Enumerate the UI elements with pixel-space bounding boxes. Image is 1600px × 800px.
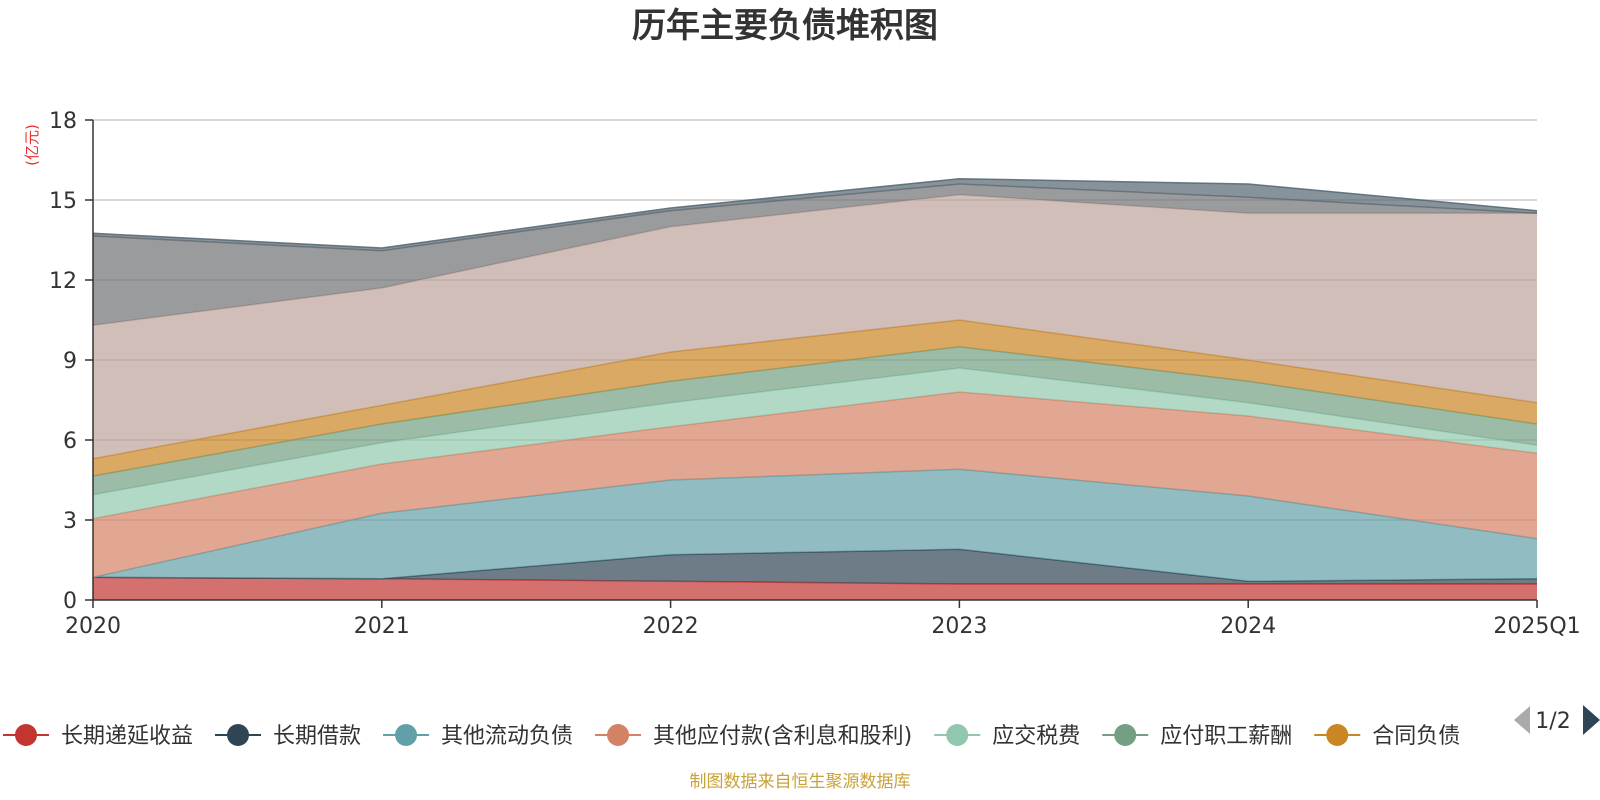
y-axis-unit: (亿元) (23, 124, 41, 166)
area-series-2 (93, 469, 1537, 582)
area-series-1 (93, 549, 1537, 584)
x-tick-label: 2023 (931, 614, 987, 639)
legend-item[interactable]: 其他流动负债 (383, 724, 573, 749)
y-tick-label: 15 (49, 189, 77, 214)
line-series-9 (92, 177, 1538, 249)
legend-marker (227, 724, 250, 746)
area-series-4 (93, 368, 1537, 519)
legend-label: 其他流动负债 (441, 724, 573, 749)
x-tick-label: 2020 (65, 614, 121, 639)
legend-marker (1326, 724, 1349, 746)
legend-marker (15, 724, 37, 746)
y-tick-label: 3 (63, 509, 77, 534)
x-tick-label: 2024 (1220, 614, 1276, 639)
legend-pager: 1/2 (1514, 705, 1600, 735)
y-tick-label: 6 (63, 429, 77, 454)
y-tick-label: 18 (49, 109, 77, 134)
x-tick-label: 2025Q1 (1493, 614, 1580, 639)
legend-marker (607, 724, 630, 746)
area-series-5 (93, 346, 1537, 495)
area-series-0 (93, 577, 1537, 600)
pager-prev-icon[interactable] (1514, 706, 1530, 734)
y-tick-label: 12 (49, 269, 77, 294)
legend-label: 长期递延收益 (61, 724, 193, 749)
legend-marker (946, 724, 969, 746)
legend-item[interactable]: 应交税费 (934, 724, 1080, 749)
area-series-6 (93, 320, 1537, 476)
axes: 2020 2021 2022 2023 2024 2025Q1 (65, 119, 1581, 639)
area-series-7 (93, 194, 1537, 459)
legend-page-indicator: 1/2 (1535, 709, 1570, 734)
legend-item[interactable]: 长期递延收益 (3, 724, 193, 749)
x-tick-label: 2021 (354, 614, 410, 639)
legend-label: 长期借款 (273, 724, 361, 749)
legend-label: 应付职工薪酬 (1160, 724, 1292, 749)
y-tick-label: 0 (63, 589, 77, 614)
data-source-note: 制图数据来自恒生聚源数据库 (690, 772, 911, 792)
legend: 长期递延收益 长期借款 其他流动负债 其他应付款(含利息和股利) 应交税费 应付职工薪酬 合… (3, 724, 1460, 749)
legend-label: 其他应付款(含利息和股利) (653, 724, 912, 749)
pager-next-icon[interactable] (1583, 705, 1600, 735)
chart-title: 历年主要负债堆积图 (632, 6, 938, 46)
legend-item[interactable]: 应付职工薪酬 (1102, 724, 1292, 749)
legend-label: 应交税费 (992, 724, 1080, 749)
legend-item[interactable]: 其他应付款(含利息和股利) (595, 724, 912, 749)
legend-marker (1114, 724, 1137, 746)
area-series-3 (93, 392, 1537, 578)
area-series (92, 177, 1538, 600)
legend-item[interactable]: 长期借款 (215, 724, 361, 749)
legend-marker (395, 724, 418, 746)
area-series-8 (93, 184, 1537, 326)
x-tick-label: 2022 (643, 614, 699, 639)
legend-label: 合同负债 (1372, 724, 1460, 749)
legend-item[interactable]: 合同负债 (1314, 724, 1460, 749)
y-tick-label: 9 (63, 349, 77, 374)
